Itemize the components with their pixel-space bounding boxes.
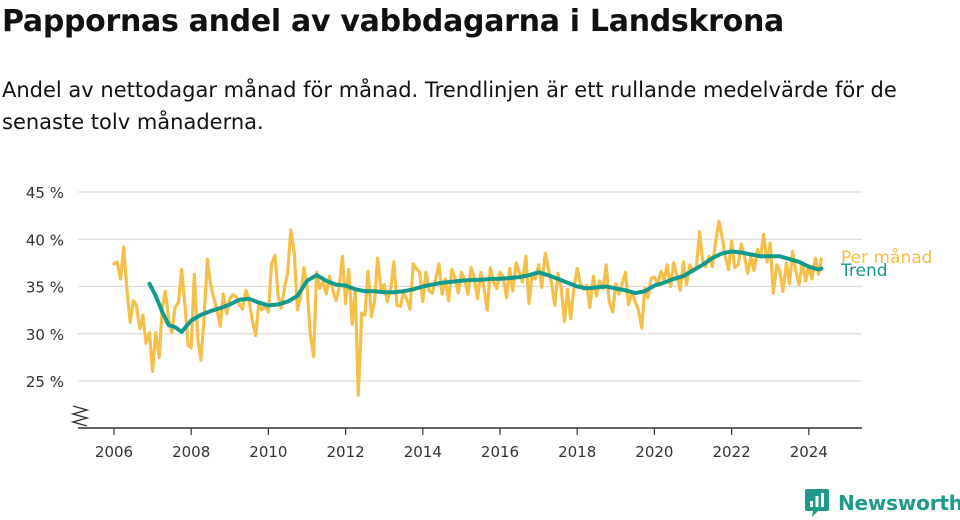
- series-layer: [112, 219, 824, 397]
- x-tick-label: 2008: [172, 443, 210, 461]
- chart-subtitle: Andel av nettodagar månad för månad. Tre…: [2, 78, 897, 134]
- x-tick-label: 2018: [558, 443, 596, 461]
- series-label-per-manad: Per månad: [841, 247, 932, 268]
- series-line-trend: [147, 249, 824, 334]
- x-tick-label: 2010: [249, 443, 287, 461]
- x-tick-label: 2022: [713, 443, 751, 461]
- grid-lines: [78, 191, 862, 382]
- chart-title: Pappornas andel av vabbdagarna i Landskr…: [2, 4, 784, 39]
- series-label-trend: Trend: [840, 261, 888, 281]
- axes: 25 % 30 % 35 % 40 % 45 % 2006 2008 2010 2012 2014…: [26, 184, 862, 461]
- y-tick-label: 30 %: [26, 326, 64, 344]
- y-tick-label: 35 %: [26, 279, 64, 297]
- x-tick-label: 2006: [95, 443, 133, 461]
- x-tick-label: 2024: [790, 443, 828, 461]
- brand-name: Newsworthy: [838, 491, 960, 515]
- x-tick-label: 2014: [404, 443, 442, 461]
- x-tick-label: 2020: [635, 443, 673, 461]
- y-tick-label: 40 %: [26, 231, 64, 249]
- y-tick-label: 45 %: [26, 184, 64, 202]
- y-tick-label: 25 %: [26, 373, 64, 391]
- brand-logo[interactable]: Newsworthy: [804, 488, 960, 518]
- x-tick-label: 2016: [481, 443, 519, 461]
- axis-break-icon: [70, 405, 90, 427]
- bar-chart-logo-icon: [805, 489, 829, 517]
- x-tick-label: 2012: [327, 443, 365, 461]
